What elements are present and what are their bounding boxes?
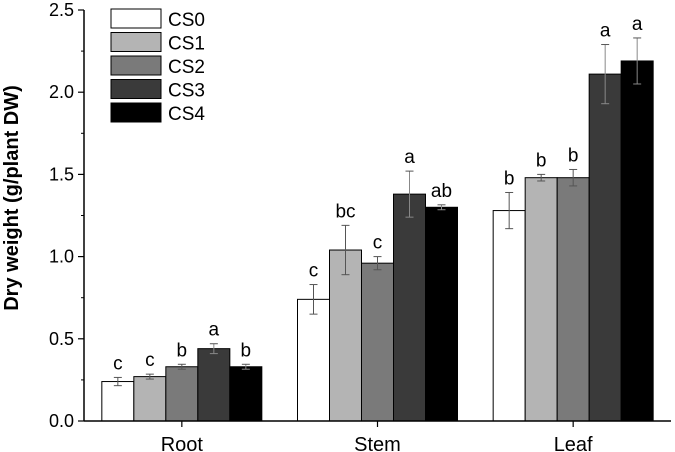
legend-swatch-cs1: [110, 32, 162, 52]
y-tick-label: 0.5: [49, 329, 74, 349]
bar-cs0-leaf: [492, 210, 526, 422]
significance-label: c: [309, 261, 319, 282]
significance-label: b: [241, 340, 252, 361]
bar-cs1-stem: [329, 249, 362, 422]
bar-cs0-root: [101, 381, 135, 422]
significance-label: c: [113, 353, 123, 374]
significance-label: b: [536, 150, 547, 171]
bar-cs4-root: [229, 366, 263, 422]
legend-label-cs2: CS2: [168, 57, 205, 78]
bars-layer: [101, 60, 654, 422]
x-tick-label: Stem: [354, 434, 401, 452]
y-tick-label: 0.0: [49, 411, 74, 431]
bar-cs3-leaf: [588, 73, 622, 422]
significance-label: b: [504, 168, 515, 189]
legend-swatch-cs4: [110, 102, 162, 123]
y-tick-label: 2.5: [49, 0, 74, 20]
significance-label: bc: [335, 201, 355, 222]
axes-layer: Root Stem Leaf 0.0 0.5 1.0 1.5 2.0 2.5: [49, 0, 671, 452]
x-tick-label: Root: [161, 434, 204, 452]
significance-label: b: [177, 340, 188, 361]
legend-swatch-cs3: [110, 79, 162, 99]
bar-cs0-stem: [297, 298, 330, 422]
significance-label: a: [404, 147, 415, 168]
significance-label: a: [600, 21, 611, 42]
significance-label: a: [209, 320, 220, 341]
y-tick-label: 1.0: [49, 247, 74, 267]
legend-swatch-cs2: [110, 55, 162, 76]
bar-cs4-stem: [425, 206, 458, 422]
bar-cs1-root: [133, 376, 167, 422]
legend-label-cs1: CS1: [168, 34, 205, 55]
bar-cs4-leaf: [620, 60, 654, 422]
legend-label-cs3: CS3: [168, 81, 205, 102]
significance-label: c: [145, 350, 155, 371]
bar-cs2-stem: [361, 262, 394, 422]
y-tick-label: 1.5: [49, 164, 74, 184]
bar-cs3-root: [197, 348, 231, 422]
significance-label: b: [568, 145, 579, 166]
y-tick-label: 2.0: [49, 82, 74, 102]
significance-label: ab: [431, 181, 452, 202]
bar-cs2-root: [165, 366, 199, 422]
bar-cs2-leaf: [556, 177, 590, 422]
x-tick-label: Leaf: [554, 434, 593, 452]
legend-label-cs4: CS4: [168, 104, 205, 125]
error-bars-layer: [113, 37, 642, 387]
y-axis-label: Dry weight (g/plant DW): [1, 85, 23, 311]
bar-cs3-stem: [393, 193, 426, 422]
bar-cs1-leaf: [524, 177, 558, 422]
legend-swatch-cs0: [110, 8, 162, 29]
significance-label: a: [632, 14, 643, 35]
significance-label: c: [373, 233, 383, 254]
legend-label-cs0: CS0: [168, 10, 205, 31]
